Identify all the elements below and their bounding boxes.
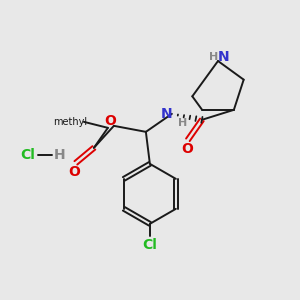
Text: N: N <box>218 50 230 64</box>
Text: O: O <box>68 165 80 179</box>
Text: O: O <box>181 142 193 156</box>
Text: Cl: Cl <box>21 148 35 162</box>
Text: O: O <box>104 114 116 128</box>
Text: H: H <box>209 52 219 62</box>
Text: N: N <box>161 107 173 121</box>
Text: H: H <box>54 148 66 162</box>
Text: methyl: methyl <box>53 117 87 127</box>
Text: Cl: Cl <box>142 238 157 252</box>
Text: H: H <box>178 118 188 128</box>
